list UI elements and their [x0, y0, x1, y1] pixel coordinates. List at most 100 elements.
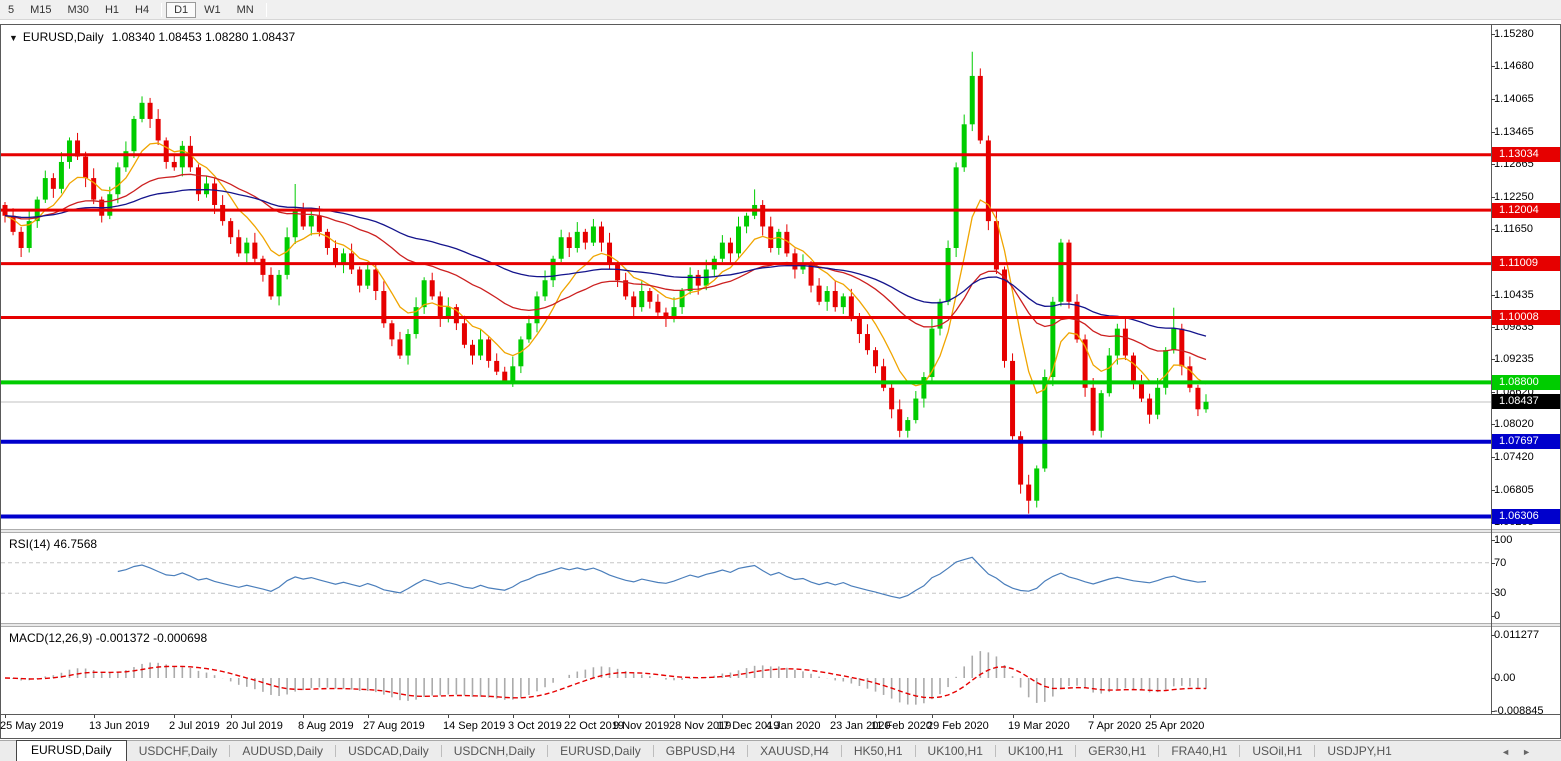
- date-label: 22 Oct 2019: [564, 720, 624, 732]
- chart-tab-uk100-h1[interactable]: UK100,H1: [927, 744, 983, 758]
- moving-averages-layer: [4, 142, 1207, 394]
- date-tick: [618, 715, 619, 718]
- chart-dropdown-icon[interactable]: ▼: [9, 33, 18, 43]
- ma-line-slow[interactable]: [4, 188, 1207, 337]
- date-tick: [932, 715, 933, 718]
- timeframe-toolbar: 5 M15 M30 H1 H4 D1 W1 MN: [0, 0, 1561, 20]
- macd-tick-label: 0.011277: [1491, 628, 1560, 642]
- macd-tick-label: 0.00: [1491, 671, 1560, 685]
- chart-tab-usdcnh-daily[interactable]: USDCNH,Daily: [453, 744, 536, 758]
- timeframe-button-m15[interactable]: M15: [30, 3, 52, 16]
- chart-window: ▼ EURUSD,Daily 1.08340 1.08453 1.08280 1.0…: [0, 24, 1561, 739]
- rsi-chart: [1, 556, 1491, 599]
- tab-separator: [1075, 745, 1077, 757]
- date-tick: [1093, 715, 1094, 718]
- tab-scroll-arrows: ◄►: [1501, 747, 1543, 757]
- price-level-label-1.11009: 1.11009: [1492, 256, 1560, 272]
- price-tick-label: 1.12250: [1491, 190, 1560, 204]
- date-label: 28 Nov 2019: [669, 720, 732, 732]
- chart-tab-hk50-h1[interactable]: HK50,H1: [853, 744, 903, 758]
- tab-separator: [1314, 745, 1316, 757]
- macd-pane[interactable]: MACD(12,26,9) -0.001372 -0.000698: [1, 627, 1491, 714]
- chart-tab-eurusd-daily[interactable]: EURUSD,Daily: [16, 740, 127, 761]
- date-label: 23 Jan 2020: [830, 720, 891, 732]
- chart-tab-fra40-h1[interactable]: FRA40,H1: [1171, 744, 1228, 758]
- chart-tab-audusd-daily[interactable]: AUDUSD,Daily: [242, 744, 324, 758]
- tab-separator: [994, 745, 996, 757]
- rsi-tick-label: 70: [1491, 556, 1560, 570]
- price-level-label-1.08800: 1.08800: [1492, 374, 1560, 390]
- main-chart-pane[interactable]: ▼ EURUSD,Daily 1.08340 1.08453 1.08280 1.0…: [1, 25, 1491, 529]
- date-label: 25 Apr 2020: [1145, 720, 1205, 732]
- chart-tab-usdcad-daily[interactable]: USDCAD,Daily: [348, 744, 429, 758]
- scroll-left-icon[interactable]: ◄: [1501, 747, 1523, 757]
- tab-separator: [1239, 745, 1241, 757]
- date-label: 3 Oct 2019: [508, 720, 562, 732]
- macd-chart: [4, 651, 1207, 705]
- date-tick: [569, 715, 570, 718]
- date-label: 25 May 2019: [0, 720, 64, 732]
- price-level-label-1.06306: 1.06306: [1492, 509, 1560, 525]
- price-tick-label: 1.15280: [1491, 27, 1560, 41]
- date-label: 2 Jul 2019: [169, 720, 220, 732]
- chart-tab-ger30-h1[interactable]: GER30,H1: [1088, 744, 1147, 758]
- chart-tab-eurusd-daily[interactable]: EURUSD,Daily: [560, 744, 641, 758]
- timeframe-button-m30[interactable]: M30: [67, 3, 89, 16]
- ma-line-fast[interactable]: [4, 142, 1207, 394]
- chart-tab-xauusd-h4[interactable]: XAUUSD,H4: [760, 744, 829, 758]
- chart-tab-gbpusd-h4[interactable]: GBPUSD,H4: [665, 744, 736, 758]
- macd-signal-line[interactable]: [4, 665, 1207, 699]
- rsi-line[interactable]: [117, 556, 1207, 599]
- date-label: 29 Feb 2020: [927, 720, 989, 732]
- chart-title: ▼ EURUSD,Daily 1.08340 1.08453 1.08280 1.0…: [9, 30, 295, 44]
- rsi-tick-label: 0: [1491, 609, 1560, 623]
- date-tick: [303, 715, 304, 718]
- tab-separator: [914, 745, 916, 757]
- date-tick: [94, 715, 95, 718]
- pane-resize-divider[interactable]: [1, 623, 1560, 627]
- candlestick-chart: [1, 51, 1491, 519]
- price-scale-separator: [1491, 25, 1492, 714]
- macd-label: MACD(12,26,9) -0.001372 -0.000698: [9, 631, 208, 645]
- tab-separator: [440, 745, 442, 757]
- timeframe-button-d1[interactable]: D1: [166, 1, 197, 18]
- date-label: 19 Mar 2020: [1008, 720, 1070, 732]
- chart-tab-usdchf-daily[interactable]: USDCHF,Daily: [138, 744, 218, 758]
- price-level-label-1.07697: 1.07697: [1492, 434, 1560, 450]
- tab-separator: [747, 745, 749, 757]
- timeframe-button-h4[interactable]: H4: [135, 3, 150, 16]
- tab-separator: [652, 745, 654, 757]
- date-label: 11 Feb 2020: [871, 720, 932, 732]
- toolbar-separator: [265, 2, 267, 17]
- macd-histogram: [12, 651, 1207, 705]
- rsi-pane[interactable]: RSI(14) 46.7568: [1, 533, 1491, 623]
- price-level-label-1.12004: 1.12004: [1492, 202, 1560, 218]
- date-label: 14 Sep 2019: [443, 720, 506, 732]
- date-label: 20 Jul 2019: [226, 720, 283, 732]
- rsi-tick-label: 100: [1491, 533, 1560, 547]
- price-tick-label: 1.06805: [1491, 483, 1560, 497]
- chart-tab-uk100-h1[interactable]: UK100,H1: [1007, 744, 1064, 758]
- timeframe-button-5[interactable]: 5: [8, 3, 15, 16]
- date-tick: [1150, 715, 1151, 718]
- tab-separator: [840, 745, 842, 757]
- price-level-label-1.10008: 1.10008: [1492, 309, 1560, 325]
- ma-line-medium[interactable]: [4, 173, 1207, 361]
- date-label: 9 Nov 2019: [613, 720, 670, 732]
- tab-separator: [1158, 745, 1160, 757]
- price-tick-label: 1.10435: [1491, 288, 1560, 302]
- scroll-right-icon[interactable]: ►: [1522, 747, 1543, 757]
- timeframe-button-h1[interactable]: H1: [104, 3, 119, 16]
- tab-separator: [335, 745, 337, 757]
- date-label: 17 Dec 2019: [717, 720, 780, 732]
- chart-tab-usdjpy-h1[interactable]: USDJPY,H1: [1327, 744, 1392, 758]
- timeframe-button-w1[interactable]: W1: [204, 3, 221, 16]
- macd-tick-label: -0.008845: [1491, 704, 1560, 718]
- pane-resize-divider[interactable]: [1, 529, 1560, 533]
- date-tick: [722, 715, 723, 718]
- date-tick: [448, 715, 449, 718]
- timeframe-button-mn[interactable]: MN: [236, 3, 254, 16]
- date-label: 8 Aug 2019: [298, 720, 354, 732]
- chart-tab-usoil-h1[interactable]: USOil,H1: [1252, 744, 1303, 758]
